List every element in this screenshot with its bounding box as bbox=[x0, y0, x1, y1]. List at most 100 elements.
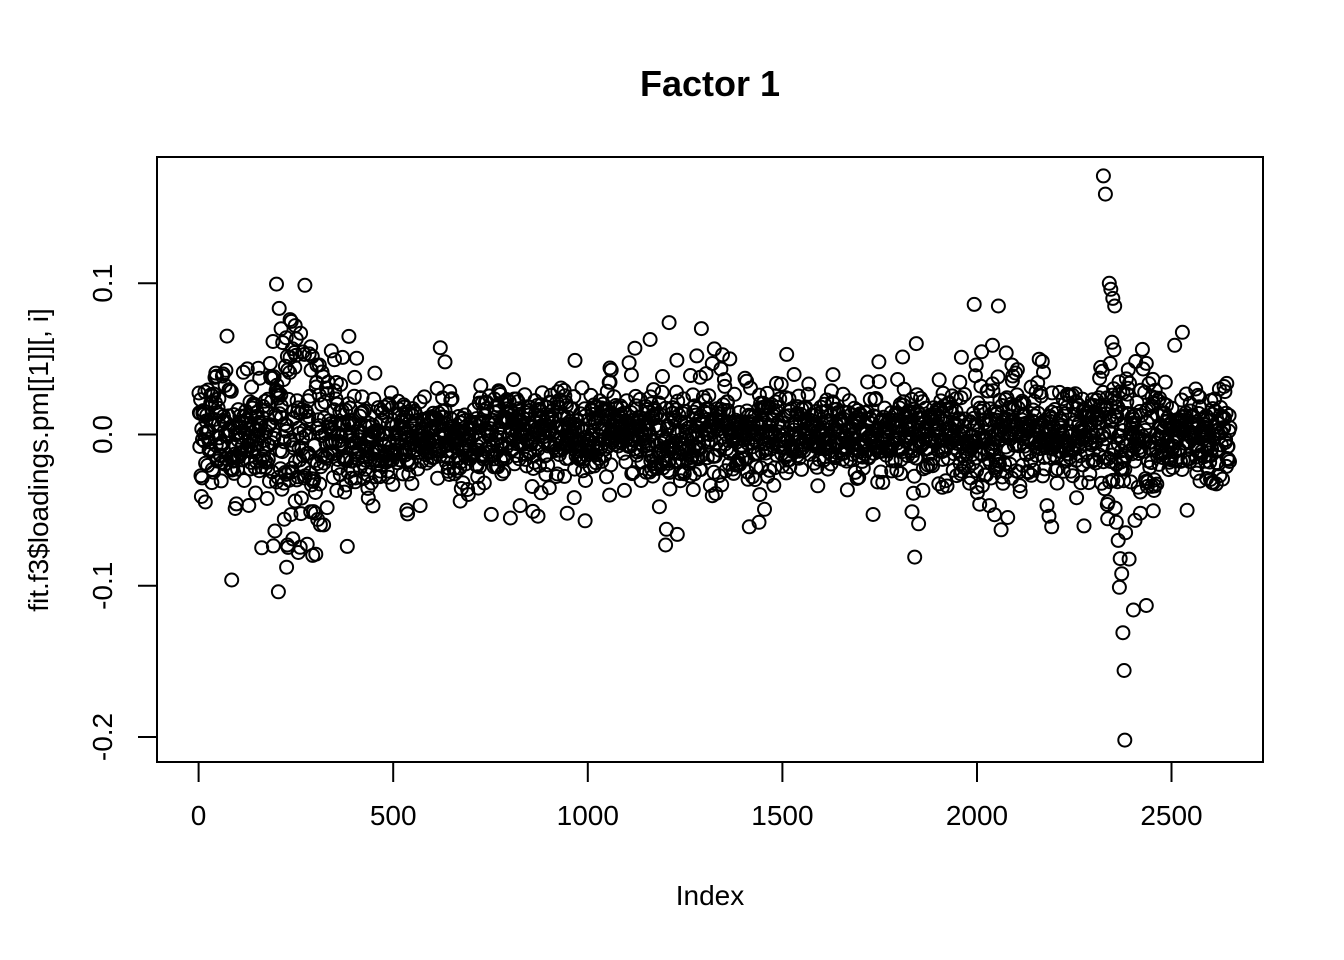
data-point bbox=[794, 461, 809, 477]
data-point bbox=[253, 415, 269, 431]
data-point bbox=[1218, 405, 1234, 421]
data-point bbox=[871, 374, 887, 390]
data-point bbox=[669, 352, 685, 368]
outlier-point bbox=[1116, 663, 1132, 678]
data-point bbox=[646, 382, 662, 398]
data-point bbox=[316, 517, 332, 533]
outlier-point bbox=[602, 360, 618, 376]
data-point bbox=[274, 481, 290, 497]
data-point bbox=[1121, 551, 1137, 567]
x-tick-label: 2500 bbox=[1140, 800, 1202, 831]
data-point bbox=[1157, 374, 1173, 390]
data-point bbox=[1107, 500, 1123, 516]
outlier-point bbox=[1102, 356, 1118, 371]
outlier-point bbox=[985, 337, 1000, 353]
data-point bbox=[267, 523, 283, 539]
outlier-point bbox=[1105, 290, 1121, 306]
data-point bbox=[715, 347, 730, 363]
data-point bbox=[444, 391, 460, 407]
data-point bbox=[931, 476, 947, 492]
data-point bbox=[574, 380, 590, 396]
data-point bbox=[346, 388, 362, 404]
data-point bbox=[460, 482, 476, 497]
data-point bbox=[953, 390, 969, 406]
data-point bbox=[312, 476, 328, 492]
data-point bbox=[893, 466, 909, 482]
data-point bbox=[969, 463, 985, 479]
outlier-point bbox=[293, 325, 309, 341]
data-point bbox=[906, 468, 922, 484]
x-tick-label: 500 bbox=[370, 800, 417, 831]
data-point bbox=[1073, 475, 1089, 491]
outlier-point bbox=[904, 504, 920, 520]
data-point bbox=[1149, 476, 1165, 492]
outlier-point bbox=[567, 352, 583, 368]
data-point bbox=[773, 376, 789, 392]
data-point bbox=[341, 328, 357, 344]
data-point bbox=[1134, 341, 1150, 357]
data-point bbox=[895, 349, 911, 365]
data-point bbox=[1222, 454, 1237, 469]
data-point bbox=[1094, 428, 1110, 444]
data-point bbox=[301, 409, 317, 424]
data-point bbox=[1222, 420, 1238, 436]
data-point bbox=[873, 464, 889, 480]
data-point bbox=[985, 383, 1001, 399]
outlier-point bbox=[1115, 625, 1131, 641]
data-point bbox=[690, 401, 705, 417]
outlier-point bbox=[1132, 505, 1148, 521]
data-point bbox=[602, 374, 618, 390]
data-point bbox=[972, 496, 988, 512]
outlier-point bbox=[437, 354, 453, 370]
data-point bbox=[385, 476, 401, 492]
data-point bbox=[305, 504, 321, 520]
data-point bbox=[549, 466, 565, 482]
data-point bbox=[259, 491, 275, 506]
data-point bbox=[323, 343, 339, 359]
data-point bbox=[884, 463, 900, 479]
data-point bbox=[1215, 409, 1231, 425]
outlier-point bbox=[998, 345, 1014, 361]
data-point bbox=[974, 344, 990, 360]
outlier-point bbox=[1167, 337, 1183, 353]
data-point bbox=[543, 395, 559, 411]
outlier-point bbox=[269, 276, 284, 292]
outlier-point bbox=[1041, 508, 1057, 524]
data-point bbox=[566, 490, 582, 506]
outlier-point bbox=[1179, 502, 1195, 518]
data-point bbox=[206, 386, 222, 402]
data-point bbox=[540, 457, 556, 473]
data-point bbox=[538, 466, 554, 482]
data-point bbox=[541, 480, 557, 496]
y-tick-label: 0.0 bbox=[87, 415, 118, 454]
x-axis-ticks: 0 500 1000 1500 2000 2500 bbox=[191, 762, 1203, 831]
data-point bbox=[1104, 387, 1120, 403]
data-points bbox=[191, 168, 1238, 748]
data-point bbox=[642, 332, 658, 347]
data-point bbox=[295, 344, 311, 360]
data-point bbox=[953, 349, 969, 365]
data-point bbox=[662, 481, 678, 497]
data-point bbox=[1138, 355, 1154, 371]
data-point bbox=[810, 478, 826, 494]
data-point bbox=[976, 400, 992, 416]
data-point bbox=[875, 474, 891, 490]
data-point bbox=[1147, 478, 1163, 494]
outlier-point bbox=[1104, 334, 1120, 350]
outlier-point bbox=[1044, 519, 1060, 535]
outlier-point bbox=[1111, 579, 1127, 595]
outlier-point bbox=[1107, 298, 1123, 314]
outlier-point bbox=[285, 531, 301, 547]
data-point bbox=[685, 387, 701, 403]
data-point bbox=[213, 473, 229, 489]
data-point bbox=[286, 440, 302, 456]
data-point bbox=[333, 377, 349, 392]
outlier-point bbox=[360, 490, 376, 506]
outlier-point bbox=[987, 507, 1002, 523]
data-point bbox=[297, 277, 313, 293]
data-point bbox=[896, 381, 912, 397]
data-point bbox=[727, 386, 742, 402]
outlier-point bbox=[661, 315, 677, 331]
outlier-point bbox=[907, 549, 923, 565]
data-point bbox=[365, 498, 381, 514]
